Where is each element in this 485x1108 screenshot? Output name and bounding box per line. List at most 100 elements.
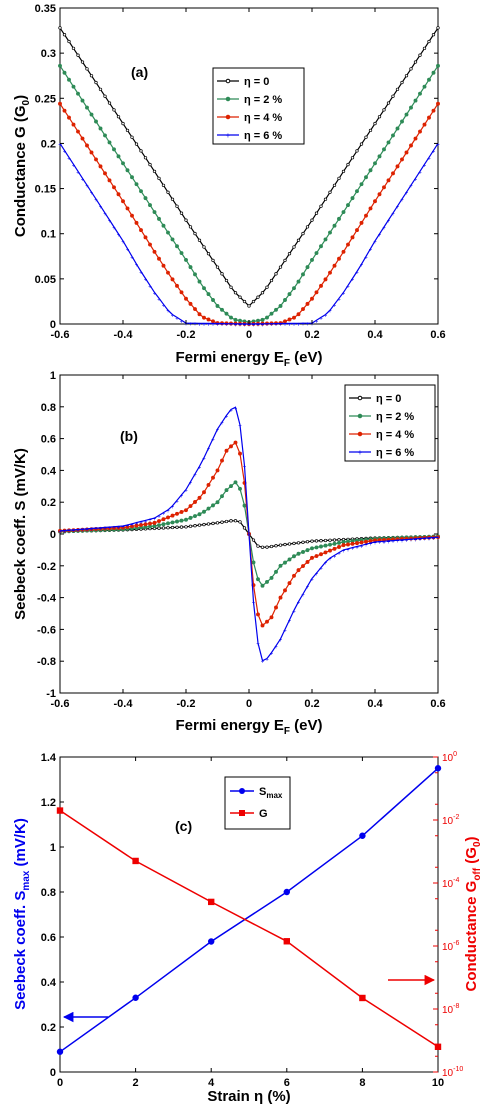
panel-b-point — [337, 544, 341, 549]
panel-b-point — [292, 573, 296, 578]
panel-a-point — [382, 108, 386, 112]
y-tick-label: -0.4 — [37, 593, 57, 605]
panel-a-point: + — [94, 198, 98, 204]
panel-a-point — [431, 108, 436, 113]
panel-a-point — [310, 257, 314, 262]
panel-b-point — [197, 523, 202, 527]
panel-b-point — [305, 548, 310, 553]
panel-b-point — [197, 512, 202, 517]
panel-a-point: + — [247, 323, 251, 329]
panel-b-point: + — [144, 519, 148, 525]
panel-b-point — [260, 545, 265, 549]
panel-b-point: + — [297, 601, 301, 607]
panel-b-point — [359, 540, 364, 545]
panel-a-point — [58, 101, 62, 106]
panel-a-plot-area: ++++++++++++++++++++++++++ + + + + + + + + + + + + + +… — [58, 26, 440, 329]
panel-a-point — [382, 185, 386, 190]
panel-a-point: + — [148, 284, 152, 290]
panel-b-x-ticks: -0.6 -0.4 -0.2 0 0.2 0.4 0.6 — [51, 375, 446, 710]
legend-entry-2: η = 2 % — [376, 411, 414, 423]
panel-b-point — [184, 525, 188, 529]
left-y-tick-label: 1.4 — [41, 752, 57, 764]
panel-a-point — [184, 296, 188, 301]
panel-a-point — [179, 290, 184, 295]
panel-b-point: + — [225, 414, 229, 420]
panel-b-point: + — [342, 549, 346, 555]
legend-entry-0: η = 0 — [244, 76, 269, 88]
panel-a-point — [373, 161, 377, 166]
panel-a-point — [130, 135, 134, 139]
y-tick-label: -1 — [46, 688, 56, 700]
panel-b-point: + — [274, 645, 278, 651]
panel-a-point: + — [108, 219, 112, 225]
panel-a-point — [152, 210, 157, 214]
panel-b-point: + — [405, 539, 409, 545]
panel-b-point — [175, 511, 179, 516]
panel-b-point: + — [306, 585, 310, 591]
panel-a-point: + — [396, 205, 400, 211]
panel-a-point: + — [409, 184, 413, 190]
panel-c-left-y-ticks: 0 0.2 0.4 0.6 0.8 1 1.2 1.4 — [41, 752, 64, 1079]
panel-c-point-smax — [132, 994, 139, 1001]
y-tick-label: 0 — [50, 529, 56, 541]
panel-a-point — [395, 164, 400, 169]
panel-b-point: + — [364, 543, 368, 549]
panel-a-point: + — [162, 303, 166, 309]
panel-a-point — [431, 70, 436, 75]
panel-b-point — [292, 541, 296, 546]
panel-a-point: + — [414, 177, 418, 183]
panel-a-point — [107, 101, 112, 105]
panel-a-point — [229, 285, 233, 289]
panel-a-point: + — [355, 271, 359, 277]
panel-a-point: + — [297, 322, 301, 328]
panel-b-point — [157, 523, 161, 528]
x-tick-label: -0.2 — [177, 698, 196, 710]
panel-a-point — [409, 67, 413, 71]
panel-a-point — [305, 225, 310, 229]
panel-b-point — [323, 543, 328, 548]
panel-a-point: + — [292, 322, 296, 328]
panel-b-point: + — [369, 542, 373, 548]
left-y-tick-label: 1.2 — [41, 797, 56, 809]
panel-a-point — [418, 91, 422, 96]
right-y-tick-label: 10-10 — [442, 1066, 463, 1079]
x-tick-label: 0 — [246, 698, 252, 710]
panel-a-point — [359, 220, 364, 225]
y-tick-label: -0.8 — [37, 656, 56, 668]
legend-marker: + — [226, 131, 231, 140]
panel-a-x-axis-label: Fermi energy EF (eV) — [175, 349, 322, 369]
panel-a-point — [350, 235, 355, 240]
panel-b-point — [215, 500, 220, 505]
panel-a-point — [278, 303, 283, 308]
panel-b-point — [179, 525, 184, 529]
panel-a-point — [166, 230, 170, 235]
panel-b-point — [283, 542, 287, 547]
panel-b-point — [130, 524, 134, 529]
panel-a-point: + — [171, 314, 175, 320]
panel-b-point — [337, 540, 341, 545]
panel-b-point — [170, 513, 175, 518]
panel-b-point — [269, 575, 274, 580]
left-y-tick-label: 0.4 — [41, 977, 57, 989]
panel-a-point: + — [126, 248, 130, 254]
panel-a-point: + — [67, 156, 71, 162]
panel-a-point — [143, 196, 148, 201]
x-tick-label: 0 — [246, 329, 252, 341]
legend-marker — [239, 810, 245, 816]
legend-entry-4: η = 4 % — [376, 429, 414, 441]
panel-c-frame — [59, 756, 439, 1073]
panel-a-point: + — [99, 205, 103, 211]
panel-a-point — [418, 129, 422, 134]
panel-a-point — [404, 74, 409, 78]
panel-a-point — [206, 252, 211, 256]
panel-a-point — [121, 161, 125, 166]
panel-a-point — [193, 307, 197, 311]
panel-b-point: + — [423, 537, 427, 543]
panel-a-point — [98, 87, 103, 92]
panel-b-point — [256, 612, 260, 617]
panel-a-point — [341, 249, 346, 254]
panel-a-point — [409, 143, 413, 148]
panel-a-point — [130, 213, 134, 218]
panel-a-point — [287, 292, 292, 297]
panel-a-point — [413, 98, 418, 103]
